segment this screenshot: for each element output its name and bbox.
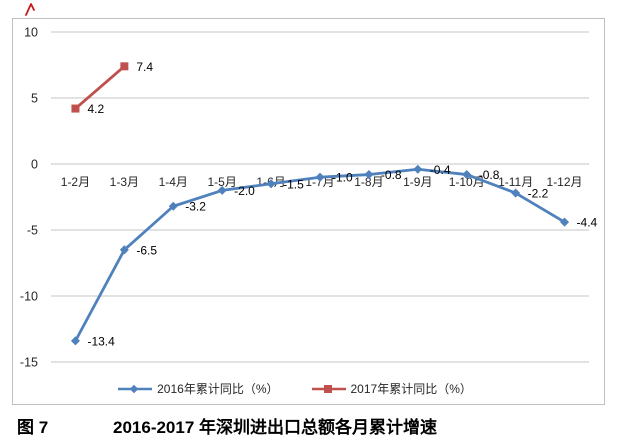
legend-diamond-2016 xyxy=(129,384,139,393)
y-tick-label: 10 xyxy=(24,26,38,40)
y-tick-label: -10 xyxy=(20,290,38,304)
legend-item-2017: 2017年累计同比（%） xyxy=(311,380,472,397)
stray-red-mark-icon xyxy=(25,3,35,16)
data-label: -0.8 xyxy=(479,168,500,182)
x-tick-label: 1-11月 xyxy=(498,175,533,189)
x-tick-label: 1-3月 xyxy=(110,175,139,189)
data-label: -0.8 xyxy=(381,168,402,182)
data-label: -2.2 xyxy=(528,187,549,201)
figure-number: 图 7 xyxy=(17,418,49,437)
y-tick-label: -5 xyxy=(27,224,38,238)
data-point-marker xyxy=(119,245,129,255)
data-labels: 4.2 7.4 xyxy=(87,60,153,116)
legend-marker-2017-icon xyxy=(311,384,346,393)
x-tick-label: 1-2月 xyxy=(61,175,90,189)
x-tick-label: 1-5月 xyxy=(208,175,237,189)
figure-caption: 图 7 2016-2017 年深圳进出口总额各月累计增速 xyxy=(17,413,617,438)
data-label: 4.2 xyxy=(87,102,104,116)
data-point-marker xyxy=(413,164,423,174)
line-chart-plot: 1050-5-10-151-2月1-3月1-4月1-5月1-6月1-7月1-8月… xyxy=(20,26,598,370)
legend-label-2016: 2016年累计同比（%） xyxy=(157,382,279,396)
x-tick-label: 1-9月 xyxy=(403,175,432,189)
x-tick-label: 1-4月 xyxy=(159,175,188,189)
data-label: -2.0 xyxy=(234,184,255,198)
data-label: -6.5 xyxy=(136,243,157,257)
y-tick-label: 0 xyxy=(31,158,38,172)
chart-frame: 1050-5-10-151-2月1-3月1-4月1-5月1-6月1-7月1-8月… xyxy=(12,18,605,405)
data-label: -0.4 xyxy=(430,163,451,177)
x-tick-label: 1-8月 xyxy=(354,175,383,189)
figure-title: 2016-2017 年深圳进出口总额各月累计增速 xyxy=(113,418,438,437)
y-tick-label: -15 xyxy=(20,356,38,370)
legend-marker-2016-icon xyxy=(118,384,153,393)
legend-item-2016: 2016年累计同比（%） xyxy=(117,380,279,397)
legend-label-2017: 2017年累计同比（%） xyxy=(350,382,472,396)
data-labels: -13.4 -6.5 -3.2 -2.0 -1.5 -1.0 -0.8 -0.4 -0.8 -2.… xyxy=(87,163,597,349)
data-label: -1.5 xyxy=(283,177,304,191)
series-line xyxy=(74,64,126,110)
gridlines xyxy=(51,31,589,363)
data-point-marker xyxy=(462,170,472,180)
chart-legend: 2016年累计同比（%） 2017年累计同比（%） xyxy=(13,380,604,397)
legend-square-2017 xyxy=(323,384,332,393)
data-point-marker xyxy=(120,62,129,71)
data-point-marker xyxy=(71,104,80,113)
data-label: 7.4 xyxy=(136,60,153,74)
x-tick-label: 1-12月 xyxy=(547,175,583,189)
data-label: -1.0 xyxy=(332,171,353,185)
y-axis-labels: 10 5 0 -5 -10 -15 xyxy=(20,26,38,370)
data-label: -13.4 xyxy=(87,334,115,348)
data-label: -3.2 xyxy=(185,200,206,214)
y-tick-label: 5 xyxy=(31,92,38,106)
data-label: -4.4 xyxy=(577,216,598,230)
series-2017 xyxy=(71,62,129,113)
